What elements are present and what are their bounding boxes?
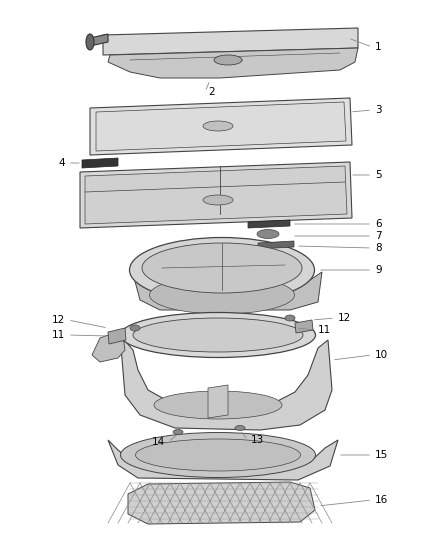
Text: 9: 9 [375,265,381,275]
Text: 1: 1 [375,42,381,52]
Ellipse shape [257,230,279,238]
Polygon shape [80,162,352,228]
Text: 8: 8 [375,243,381,253]
Polygon shape [128,482,315,524]
Text: 11: 11 [52,330,65,340]
Ellipse shape [86,34,94,50]
Polygon shape [295,320,313,333]
Text: 12: 12 [52,315,65,325]
Polygon shape [120,335,332,430]
Polygon shape [92,330,125,362]
Ellipse shape [173,430,183,434]
Polygon shape [132,270,322,310]
Polygon shape [258,241,294,249]
Text: 5: 5 [375,170,381,180]
Text: 12: 12 [338,313,351,323]
Polygon shape [128,482,315,524]
Text: 10: 10 [375,350,388,360]
Polygon shape [108,440,338,480]
Text: 16: 16 [375,495,388,505]
Ellipse shape [203,195,233,205]
Polygon shape [248,220,290,228]
Ellipse shape [235,425,245,431]
Text: 14: 14 [152,437,165,447]
Text: 15: 15 [375,450,388,460]
Ellipse shape [133,318,303,352]
Polygon shape [82,158,118,168]
Ellipse shape [285,315,295,321]
Text: 13: 13 [251,435,264,445]
Polygon shape [90,98,352,155]
Ellipse shape [120,312,315,358]
Polygon shape [96,102,346,151]
Polygon shape [90,34,108,46]
Ellipse shape [142,243,302,293]
Text: 4: 4 [58,158,65,168]
Polygon shape [85,166,347,224]
Polygon shape [103,28,358,55]
Text: 2: 2 [208,87,215,97]
Text: 7: 7 [375,231,381,241]
Ellipse shape [149,276,294,314]
Polygon shape [208,385,228,418]
Ellipse shape [130,325,140,331]
Text: 3: 3 [375,105,381,115]
Ellipse shape [214,55,242,65]
Ellipse shape [203,121,233,131]
Polygon shape [108,48,358,78]
Text: 6: 6 [375,219,381,229]
Ellipse shape [120,432,315,478]
Ellipse shape [154,391,282,419]
Text: 11: 11 [318,325,331,335]
Polygon shape [108,328,126,344]
Ellipse shape [135,439,300,471]
Ellipse shape [130,238,314,303]
